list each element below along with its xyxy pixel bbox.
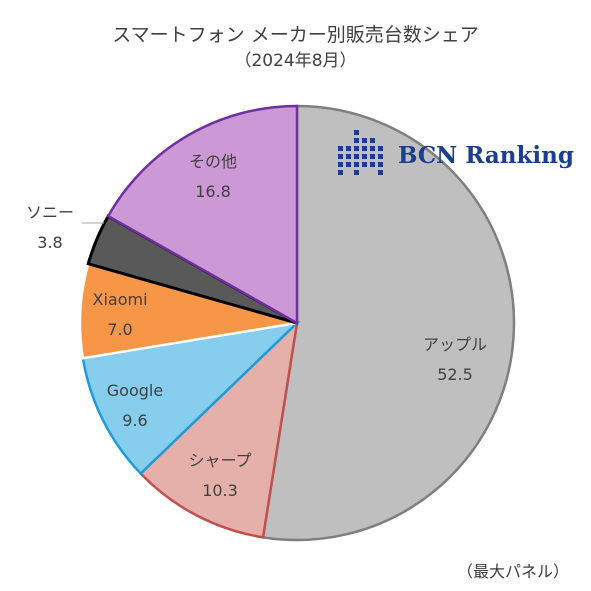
slice-value-1: 10.3 [202, 481, 238, 500]
pie-slice-2 [81, 321, 301, 476]
slice-label-4: ソニー [26, 203, 74, 222]
slice-label-0: アップル [423, 335, 487, 354]
chart-subtitle: （2024年8月） [234, 51, 357, 71]
bcn-ranking-logo: BCN Ranking [338, 128, 588, 188]
slice-value-5: 16.8 [195, 182, 231, 201]
slice-label-1: シャープ [188, 451, 251, 470]
pie-slice-0 [261, 104, 516, 542]
slice-label-5: その他 [189, 152, 237, 171]
footnote: （最大パネル） [456, 562, 569, 581]
slice-label-3: Xiaomi [92, 290, 147, 309]
pie-slice-5 [106, 104, 299, 326]
slice-value-0: 52.5 [437, 365, 473, 384]
pie-slice-1 [138, 319, 299, 539]
chart-title: スマートフォン メーカー別販売台数シェア [112, 24, 479, 46]
slice-label-2: Google [107, 381, 163, 400]
slice-value-3: 7.0 [107, 320, 132, 339]
bcn-logo-mark-icon [338, 130, 383, 175]
logo-text: BCN Ranking [398, 142, 574, 169]
slice-value-4: 3.8 [37, 233, 62, 252]
slice-value-2: 9.6 [122, 411, 147, 430]
